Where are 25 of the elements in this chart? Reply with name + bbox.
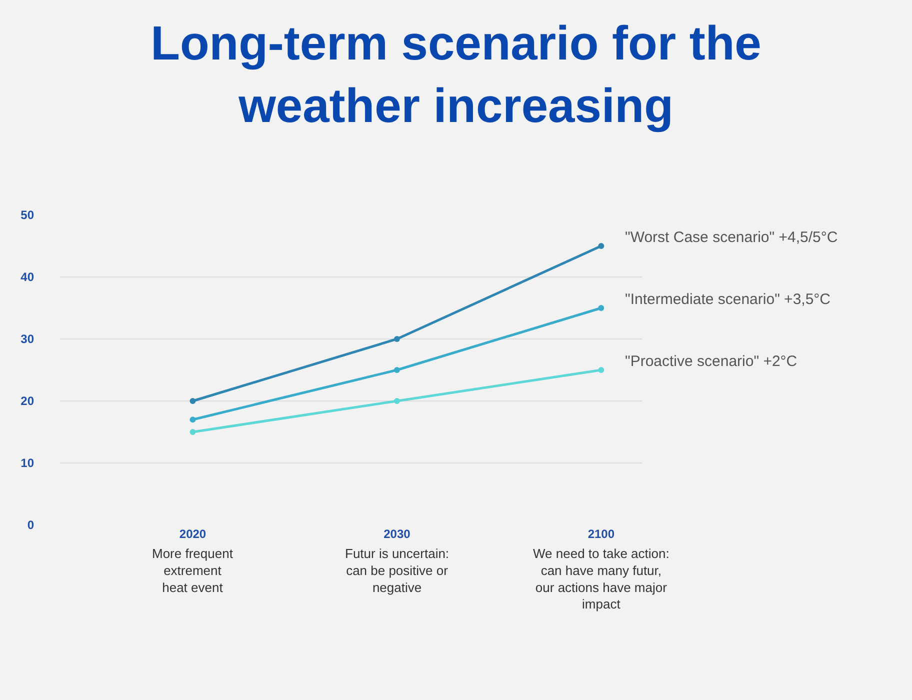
point: [190, 416, 196, 423]
series-label: "Intermediate scenario" +3,5°C: [625, 291, 831, 308]
text: Futur is uncertain: can be positive or negative: [345, 546, 450, 595]
x-tick-label: 2100: [588, 527, 615, 541]
point: [598, 243, 604, 249]
y-tick-label: 20: [20, 394, 34, 408]
y-tick-label: 0: [27, 518, 34, 532]
chart-title: Long-term scenario for the weather increasing: [150, 18, 762, 133]
point: [394, 398, 400, 404]
y-tick-label: 50: [20, 208, 34, 222]
point: [394, 336, 400, 342]
point: [190, 429, 196, 435]
point: [394, 367, 400, 373]
text: More frequent extrement heat event: [152, 546, 234, 595]
x-tick-label: 2030: [384, 527, 411, 541]
point: [598, 367, 604, 373]
y-tick-label: 40: [20, 270, 34, 284]
y-tick-label: 10: [20, 456, 34, 470]
x-tick-label: 2020: [179, 527, 206, 541]
point: [598, 305, 604, 311]
series-label: "Proactive scenario" +2°C: [625, 353, 798, 370]
series-label: "Worst Case scenario" +4,5/5°C: [625, 229, 838, 246]
y-tick-label: 30: [20, 332, 34, 346]
point: [190, 398, 196, 404]
text: We need to take action: can have many futur, our actions have major impact: [533, 546, 670, 612]
